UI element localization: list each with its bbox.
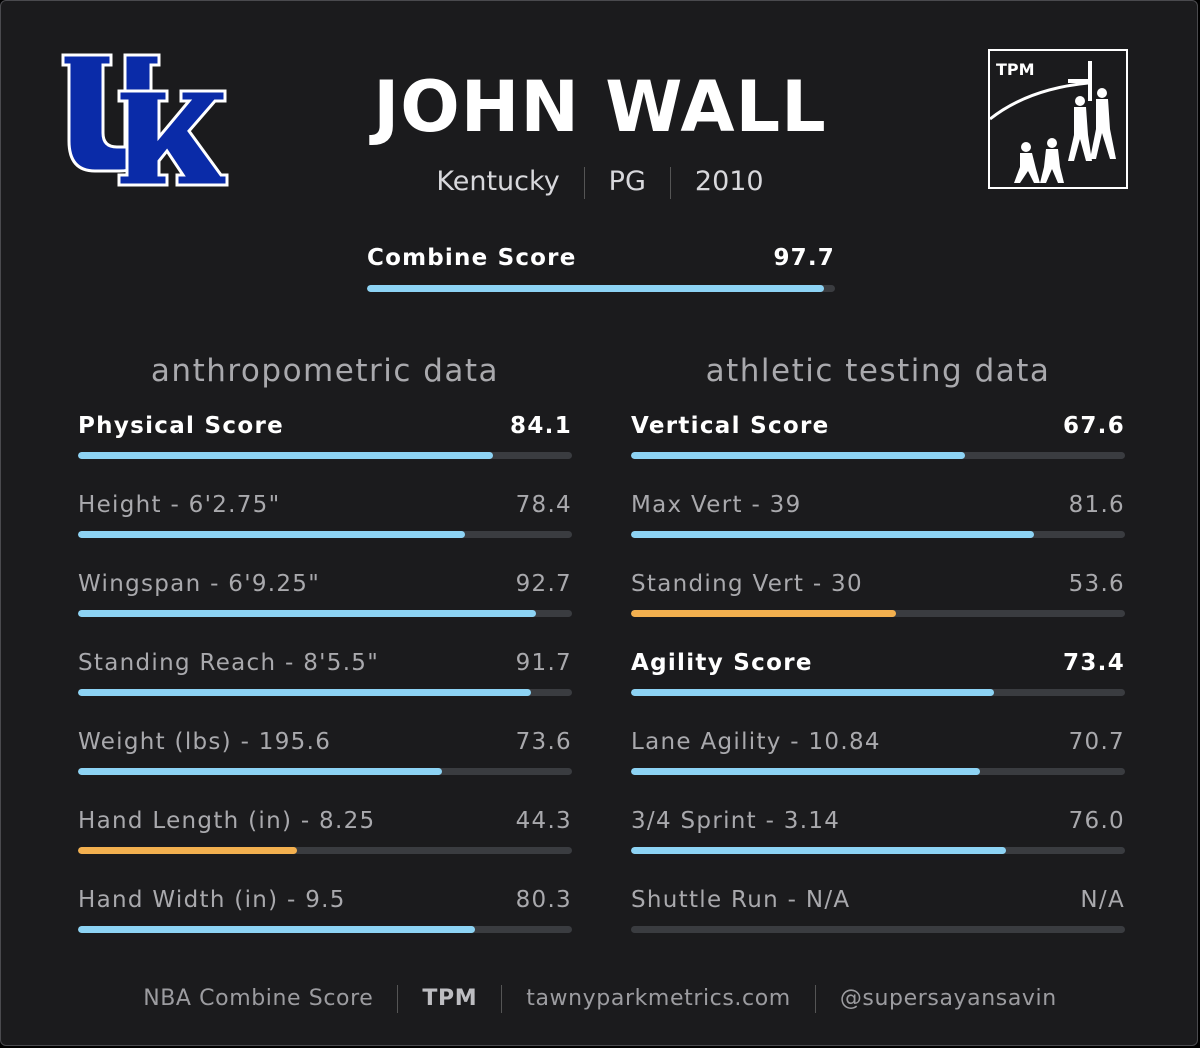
metric-label: Hand Width (in) - 9.5 [78,887,346,913]
metric-bar [78,610,536,617]
divider [583,166,585,199]
metric-track [631,689,1125,696]
metric-bar [631,768,981,775]
divider [814,985,816,1013]
metric-label: Wingspan - 6'9.25" [78,571,321,597]
metric-value: 91.7 [515,650,572,676]
metric-track [78,531,572,538]
footer-website: tawnyparkmetrics.com [526,986,791,1011]
metric-row: Shuttle Run - N/A N/A [631,885,1125,964]
metric-track [78,610,572,617]
metric-label: Weight (lbs) - 195.6 [78,729,332,755]
metric-bar [631,452,965,459]
metric-row: Max Vert - 39 81.6 [631,490,1125,569]
metric-value: 81.6 [1068,492,1125,518]
school-label: Kentucky [436,166,560,197]
metric-row: Wingspan - 6'9.25" 92.7 [78,569,572,648]
footer-title: NBA Combine Score [143,986,374,1011]
metric-value: 92.7 [515,571,572,597]
metric-track [631,768,1125,775]
metric-row: Lane Agility - 10.84 70.7 [631,727,1125,806]
metric-row: Hand Width (in) - 9.5 80.3 [78,885,572,964]
metric-track [631,926,1125,933]
metric-label: Shuttle Run - N/A [631,887,851,913]
metric-value: N/A [1080,887,1125,913]
metric-row: Standing Reach - 8'5.5" 91.7 [78,648,572,727]
combine-score: Combine Score 97.7 [367,245,835,292]
metric-bar [78,926,475,933]
metric-value: 70.7 [1068,729,1125,755]
metric-bar [78,689,531,696]
metric-bar [78,768,442,775]
metric-label: Standing Reach - 8'5.5" [78,650,380,676]
footer-handle: @supersayansavin [839,986,1057,1011]
position-label: PG [608,166,646,197]
metric-track [631,531,1125,538]
svg-text:TPM: TPM [996,60,1035,79]
metric-row: Height - 6'2.75" 78.4 [78,490,572,569]
metric-track [78,847,572,854]
metric-value: 44.3 [515,808,572,834]
player-info: Kentucky PG 2010 [1,164,1197,200]
metric-track [631,452,1125,459]
metric-label: Hand Length (in) - 8.25 [78,808,376,834]
metric-value: 84.1 [510,413,572,439]
metric-label: Standing Vert - 30 [631,571,863,597]
combine-score-value: 97.7 [773,245,835,271]
athletic-column: athletic testing data Vertical Score 67.6… [631,349,1125,964]
metric-row: 3/4 Sprint - 3.14 76.0 [631,806,1125,885]
kentucky-logo [61,53,229,187]
metric-track [78,689,572,696]
metric-bar [631,531,1035,538]
metric-label: Physical Score [78,413,284,439]
metric-bar [631,610,896,617]
divider [397,985,399,1013]
metric-value: 73.6 [515,729,572,755]
metric-value: 78.4 [515,492,572,518]
metric-label: Lane Agility - 10.84 [631,729,881,755]
footer: NBA Combine Score TPM tawnyparkmetrics.com… [1,983,1197,1015]
metric-bar [631,689,994,696]
metric-track [631,847,1125,854]
metric-value: 76.0 [1068,808,1125,834]
tpm-logo: TPM [988,49,1128,189]
anthropometric-column: anthropometric data Physical Score 84.1 He… [78,349,572,964]
metric-label: Height - 6'2.75" [78,492,281,518]
metric-bar [78,847,297,854]
combine-score-bar [367,285,825,292]
metric-value: 67.6 [1063,413,1125,439]
metric-bar [78,531,466,538]
player-name: JOHN WALL [373,66,827,148]
athletic-title: athletic testing data [705,353,1051,389]
metric-row: Vertical Score 67.6 [631,411,1125,490]
metric-row: Physical Score 84.1 [78,411,572,490]
metric-track [78,768,572,775]
metric-track [78,452,572,459]
metric-bar [78,452,494,459]
metric-label: Vertical Score [631,413,830,439]
metric-value: 53.6 [1068,571,1125,597]
metric-value: 80.3 [515,887,572,913]
metric-row: Weight (lbs) - 195.6 73.6 [78,727,572,806]
metric-label: Agility Score [631,650,813,676]
metric-track [78,926,572,933]
metric-track [631,610,1125,617]
combine-score-label: Combine Score [367,245,577,271]
metric-label: 3/4 Sprint - 3.14 [631,808,841,834]
metric-row: Standing Vert - 30 53.6 [631,569,1125,648]
divider [669,166,671,199]
footer-brand: TPM [422,986,478,1011]
metric-row: Hand Length (in) - 8.25 44.3 [78,806,572,885]
metric-row: Agility Score 73.4 [631,648,1125,727]
combine-score-track [367,285,835,292]
metric-bar [631,847,1007,854]
anthropometric-title: anthropometric data [150,353,500,389]
year-label: 2010 [694,166,764,197]
metric-label: Max Vert - 39 [631,492,802,518]
metric-value: 73.4 [1063,650,1125,676]
divider [501,985,503,1013]
